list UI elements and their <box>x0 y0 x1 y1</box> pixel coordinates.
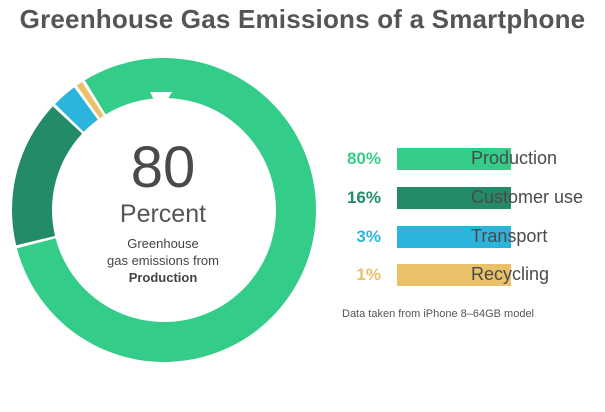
donut-chart <box>12 58 317 362</box>
legend-label: Recycling <box>471 264 550 284</box>
center-caption-line2: gas emissions from <box>107 253 219 268</box>
legend-swatch <box>397 187 511 209</box>
chart-title: Greenhouse Gas Emissions of a Smartphone <box>19 4 586 34</box>
legend-label: Transport <box>471 226 548 246</box>
legend-percent: 3% <box>356 227 381 246</box>
center-caption-line3: Production <box>128 270 198 285</box>
donut-slice-customer-use <box>12 106 83 246</box>
center-unit: Percent <box>119 200 207 228</box>
donut-slice-transport <box>55 87 98 132</box>
donut-notch <box>150 92 172 112</box>
donut-slice-recycling <box>76 81 104 119</box>
legend-label: Customer use <box>471 187 584 207</box>
legend-percent: 1% <box>356 265 381 284</box>
legend-percent: 80% <box>346 149 381 168</box>
data-source-note: Data taken from iPhone 8–64GB model <box>342 308 535 320</box>
legend-swatch <box>397 148 511 170</box>
center-caption: Greenhouse gas emissions from Production <box>83 235 243 286</box>
legend-swatch <box>397 264 511 286</box>
legend-percent: 16% <box>346 188 381 207</box>
center-caption-line1: Greenhouse <box>127 236 199 251</box>
center-value: 80 <box>130 135 196 200</box>
legend-label: Production <box>471 148 558 168</box>
legend-swatch <box>397 226 511 248</box>
